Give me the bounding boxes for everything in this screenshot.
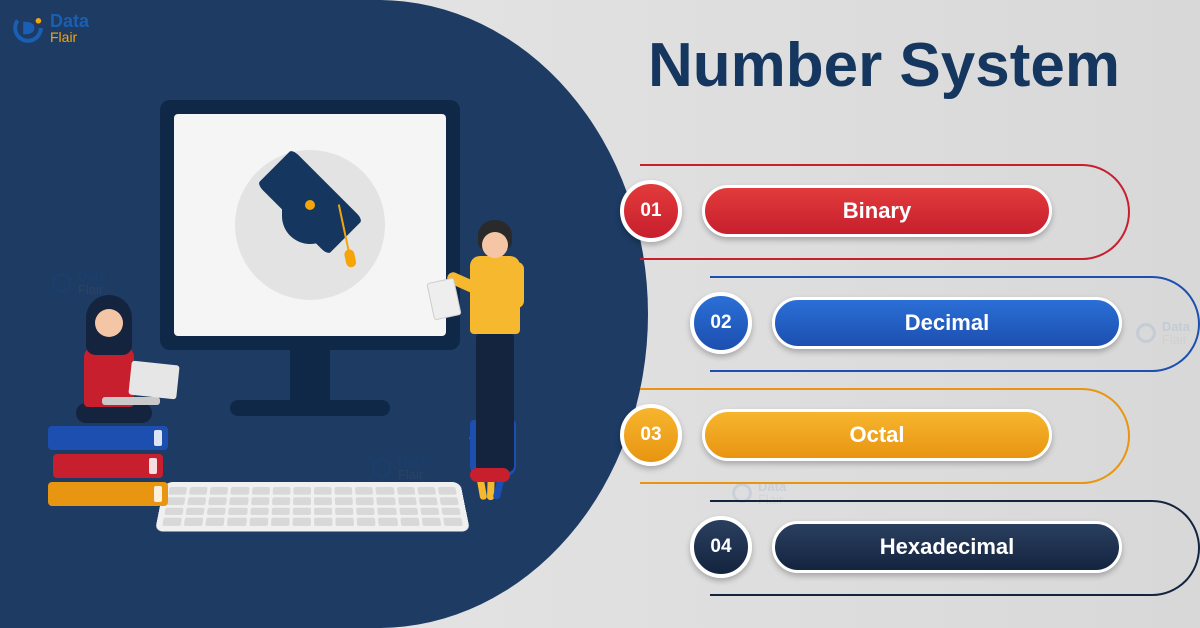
keyboard-icon [155,482,470,531]
number-system-list: 01 Binary 02 Decimal 03 Octal 04 Hexadec… [620,180,1150,578]
item-number-badge: 01 [620,180,682,242]
brand-logo: Data Flair [12,12,89,44]
item-label-pill: Hexadecimal [772,521,1122,573]
item-number-badge: 02 [690,292,752,354]
list-item-hexadecimal: 04 Hexadecimal [690,516,1150,578]
list-item-octal: 03 Octal [620,404,1150,466]
logo-text-line2: Flair [50,30,89,44]
item-number-badge: 03 [620,404,682,466]
logo-text-line1: Data [50,12,89,30]
list-item-binary: 01 Binary [620,180,1150,242]
graduation-cap-icon [255,190,365,260]
item-label-pill: Binary [702,185,1052,237]
monitor-icon [160,100,460,350]
list-item-decimal: 02 Decimal [690,292,1150,354]
item-label-pill: Octal [702,409,1052,461]
person-standing-icon [460,220,570,520]
person-sitting-icon [58,295,158,465]
item-number-badge: 04 [690,516,752,578]
page-title: Number System [648,30,1120,101]
monitor-stand [290,350,330,405]
monitor-base [230,400,390,416]
education-illustration [30,100,570,550]
logo-icon [12,12,44,44]
item-label-pill: Decimal [772,297,1122,349]
